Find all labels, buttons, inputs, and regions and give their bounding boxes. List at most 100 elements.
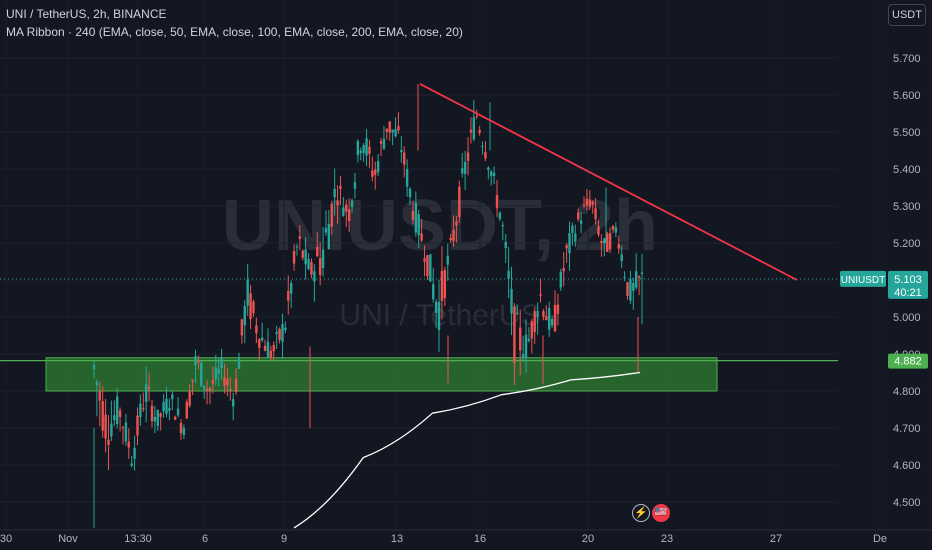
candle-body: [316, 246, 319, 256]
candle-body: [519, 327, 522, 351]
lightning-icon[interactable]: ⚡: [632, 504, 650, 522]
candle-body: [539, 294, 542, 296]
candle-body: [414, 202, 418, 233]
candle-body: [275, 332, 278, 334]
chart-icons: ⚡ 🇺🇸: [632, 504, 670, 522]
candle-body: [574, 233, 577, 242]
candle-body: [606, 233, 609, 252]
candle-body: [301, 250, 304, 258]
candle-body: [139, 403, 142, 418]
candle-body: [107, 439, 110, 445]
candle-body: [118, 410, 122, 418]
currency-button[interactable]: USDT: [888, 4, 926, 26]
support-zone: [0, 278, 838, 392]
candle-body: [243, 305, 246, 326]
candle-body: [405, 169, 409, 187]
symbol-title[interactable]: UNI / TetherUS, 2h, BINANCE: [6, 7, 167, 21]
candle-body: [542, 311, 545, 317]
candle-body: [101, 401, 104, 431]
candle-body: [211, 379, 215, 384]
candle-body: [162, 401, 165, 412]
candle-body: [579, 220, 583, 224]
x-tick-label: Nov: [58, 533, 78, 545]
candle-body: [136, 415, 139, 436]
candle-body: [582, 205, 586, 207]
candle-body: [443, 269, 447, 299]
candle-body: [92, 365, 96, 370]
candle-body: [298, 236, 302, 240]
candle-body: [104, 414, 107, 439]
candle-body: [484, 152, 487, 159]
candle-body: [98, 390, 101, 401]
candle-body: [527, 338, 531, 341]
candle-body: [629, 279, 632, 301]
y-tick-label: 5.400: [893, 164, 921, 176]
candle-body: [403, 152, 406, 165]
candle-body: [223, 377, 226, 386]
candle-body: [492, 172, 496, 176]
candle-body: [463, 162, 467, 174]
candle-body: [95, 381, 99, 386]
candle-body: [637, 276, 641, 278]
candle-body: [324, 228, 328, 233]
candle-body: [577, 212, 580, 220]
y-tick-label: 5.300: [893, 201, 921, 213]
candle-body: [562, 268, 565, 272]
indicator-legend[interactable]: MA Ribbon · 240 (EMA, close, 50, EMA, cl…: [6, 25, 463, 39]
trendline[interactable]: [419, 83, 798, 281]
candle-body: [385, 128, 389, 132]
candle-body: [556, 304, 560, 314]
candle-body: [585, 198, 589, 206]
candle-body: [411, 210, 415, 220]
support-zone-rect[interactable]: [45, 357, 718, 392]
flag-icon[interactable]: 🇺🇸: [652, 504, 670, 522]
candle-body: [530, 321, 534, 339]
x-tick-label: 23: [661, 533, 673, 545]
candle-body: [400, 150, 403, 153]
candle-body: [571, 225, 574, 233]
candle-body: [466, 152, 470, 161]
candle-body: [310, 261, 313, 275]
candle-body: [391, 129, 394, 133]
candle-body: [461, 168, 464, 174]
candle-body: [284, 327, 287, 331]
candle-body: [374, 169, 377, 175]
candle-body: [304, 249, 307, 265]
candle-body: [434, 301, 438, 313]
candle-body: [640, 272, 644, 274]
candle-body: [455, 221, 458, 226]
candle-body: [429, 254, 432, 282]
ema-200-line: [293, 371, 641, 529]
time-axis[interactable]: 30 Nov 13:30 6 9 13 16 20 23 27 De: [0, 529, 932, 545]
candle-body: [182, 427, 186, 435]
y-tick-label: 4.800: [893, 386, 921, 398]
candle-body: [258, 339, 261, 348]
candle-body: [208, 388, 212, 391]
candle-body: [194, 356, 197, 366]
candle-body: [371, 170, 374, 177]
candle-body: [333, 188, 336, 198]
y-tick-label: 5.600: [893, 90, 921, 102]
descending-trendline[interactable]: [419, 83, 798, 281]
candle-body: [318, 258, 322, 276]
candle-body: [197, 360, 200, 363]
candle-body: [188, 390, 191, 406]
candle-body: [202, 385, 206, 390]
x-tick-label: 9: [281, 533, 287, 545]
candle-body: [510, 289, 513, 314]
candle-body: [200, 362, 203, 387]
candle-body: [327, 224, 331, 250]
candle-body: [150, 405, 154, 422]
candle-body: [121, 427, 125, 429]
candle-body: [516, 312, 519, 314]
candle-body: [379, 141, 383, 144]
support-price-label-bg: [888, 353, 928, 369]
candle-body: [626, 282, 629, 296]
candle-body: [548, 308, 551, 330]
candle-body: [246, 279, 249, 306]
candle-body: [611, 226, 615, 230]
candle-body: [449, 237, 452, 240]
candle-body: [365, 138, 368, 156]
y-tick-label: 4.500: [893, 497, 921, 509]
